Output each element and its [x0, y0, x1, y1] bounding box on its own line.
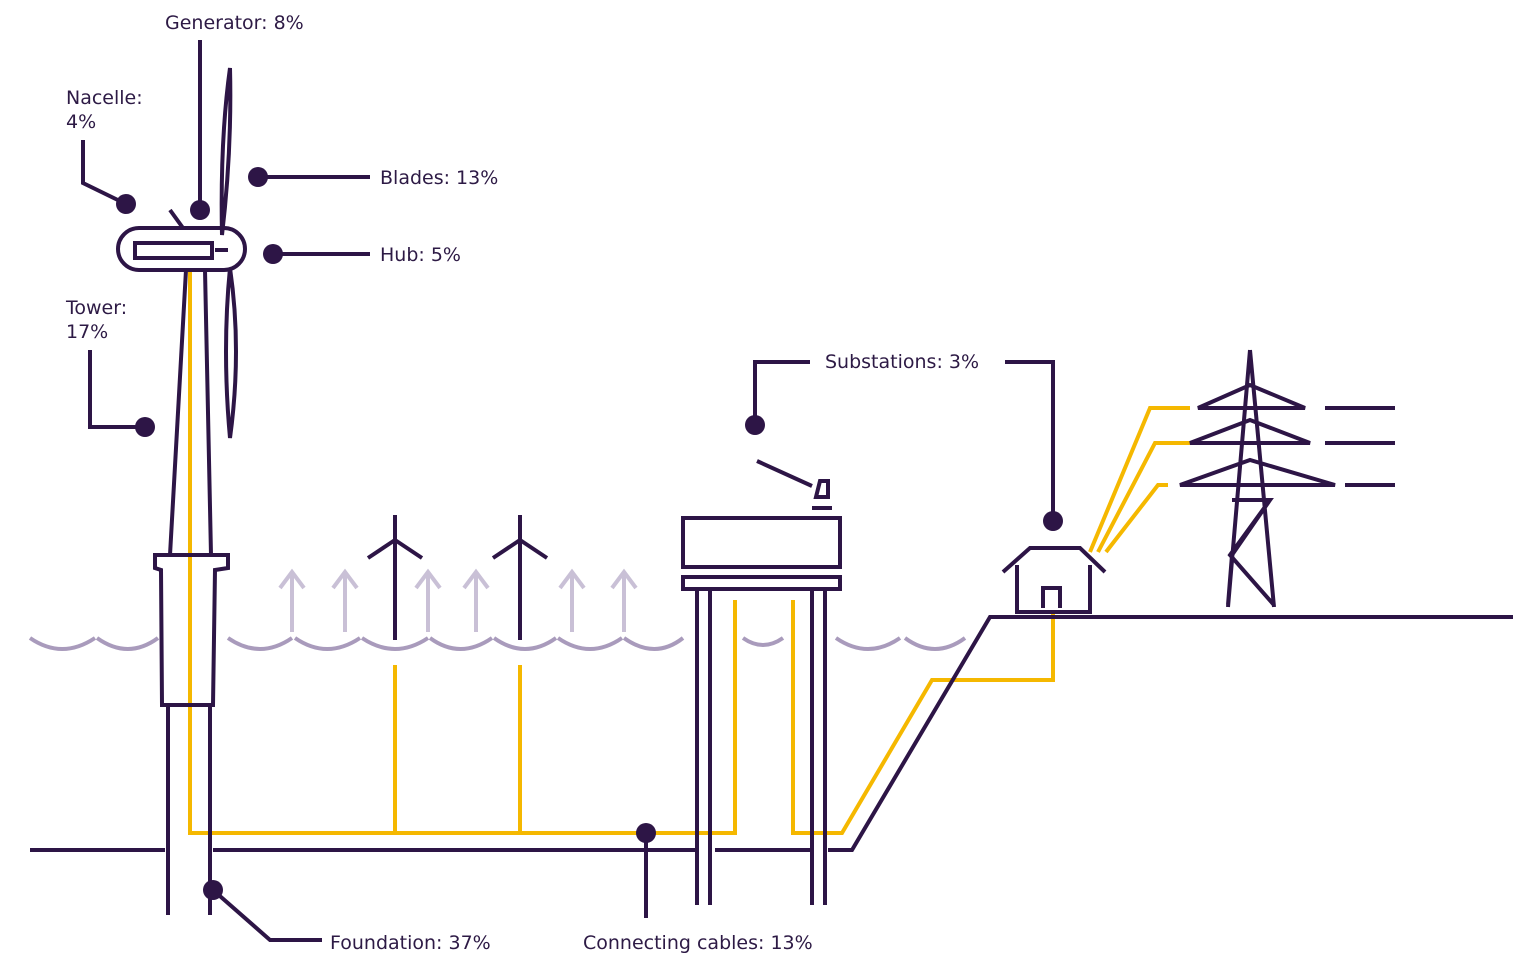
leaders — [81, 40, 1063, 942]
waves — [28, 636, 967, 651]
label: Nacelle: 4% — [66, 87, 143, 133]
label: Foundation: 37% — [330, 932, 491, 954]
cables — [188, 268, 1190, 835]
label: Blades: 13% — [380, 167, 498, 189]
pylon — [1179, 349, 1395, 608]
distant-turbines — [278, 568, 638, 632]
label: Tower: 17% — [65, 297, 127, 343]
label: Connecting cables: 13% — [583, 932, 813, 954]
label: Substations: 3% — [825, 351, 979, 373]
onshore-substation — [1001, 546, 1107, 614]
near-turbines — [366, 515, 549, 640]
offshore-substation — [681, 459, 842, 905]
label: Generator: 8% — [165, 12, 304, 34]
turbine — [116, 67, 247, 915]
seabed — [30, 615, 1513, 852]
label: Hub: 5% — [380, 244, 461, 266]
